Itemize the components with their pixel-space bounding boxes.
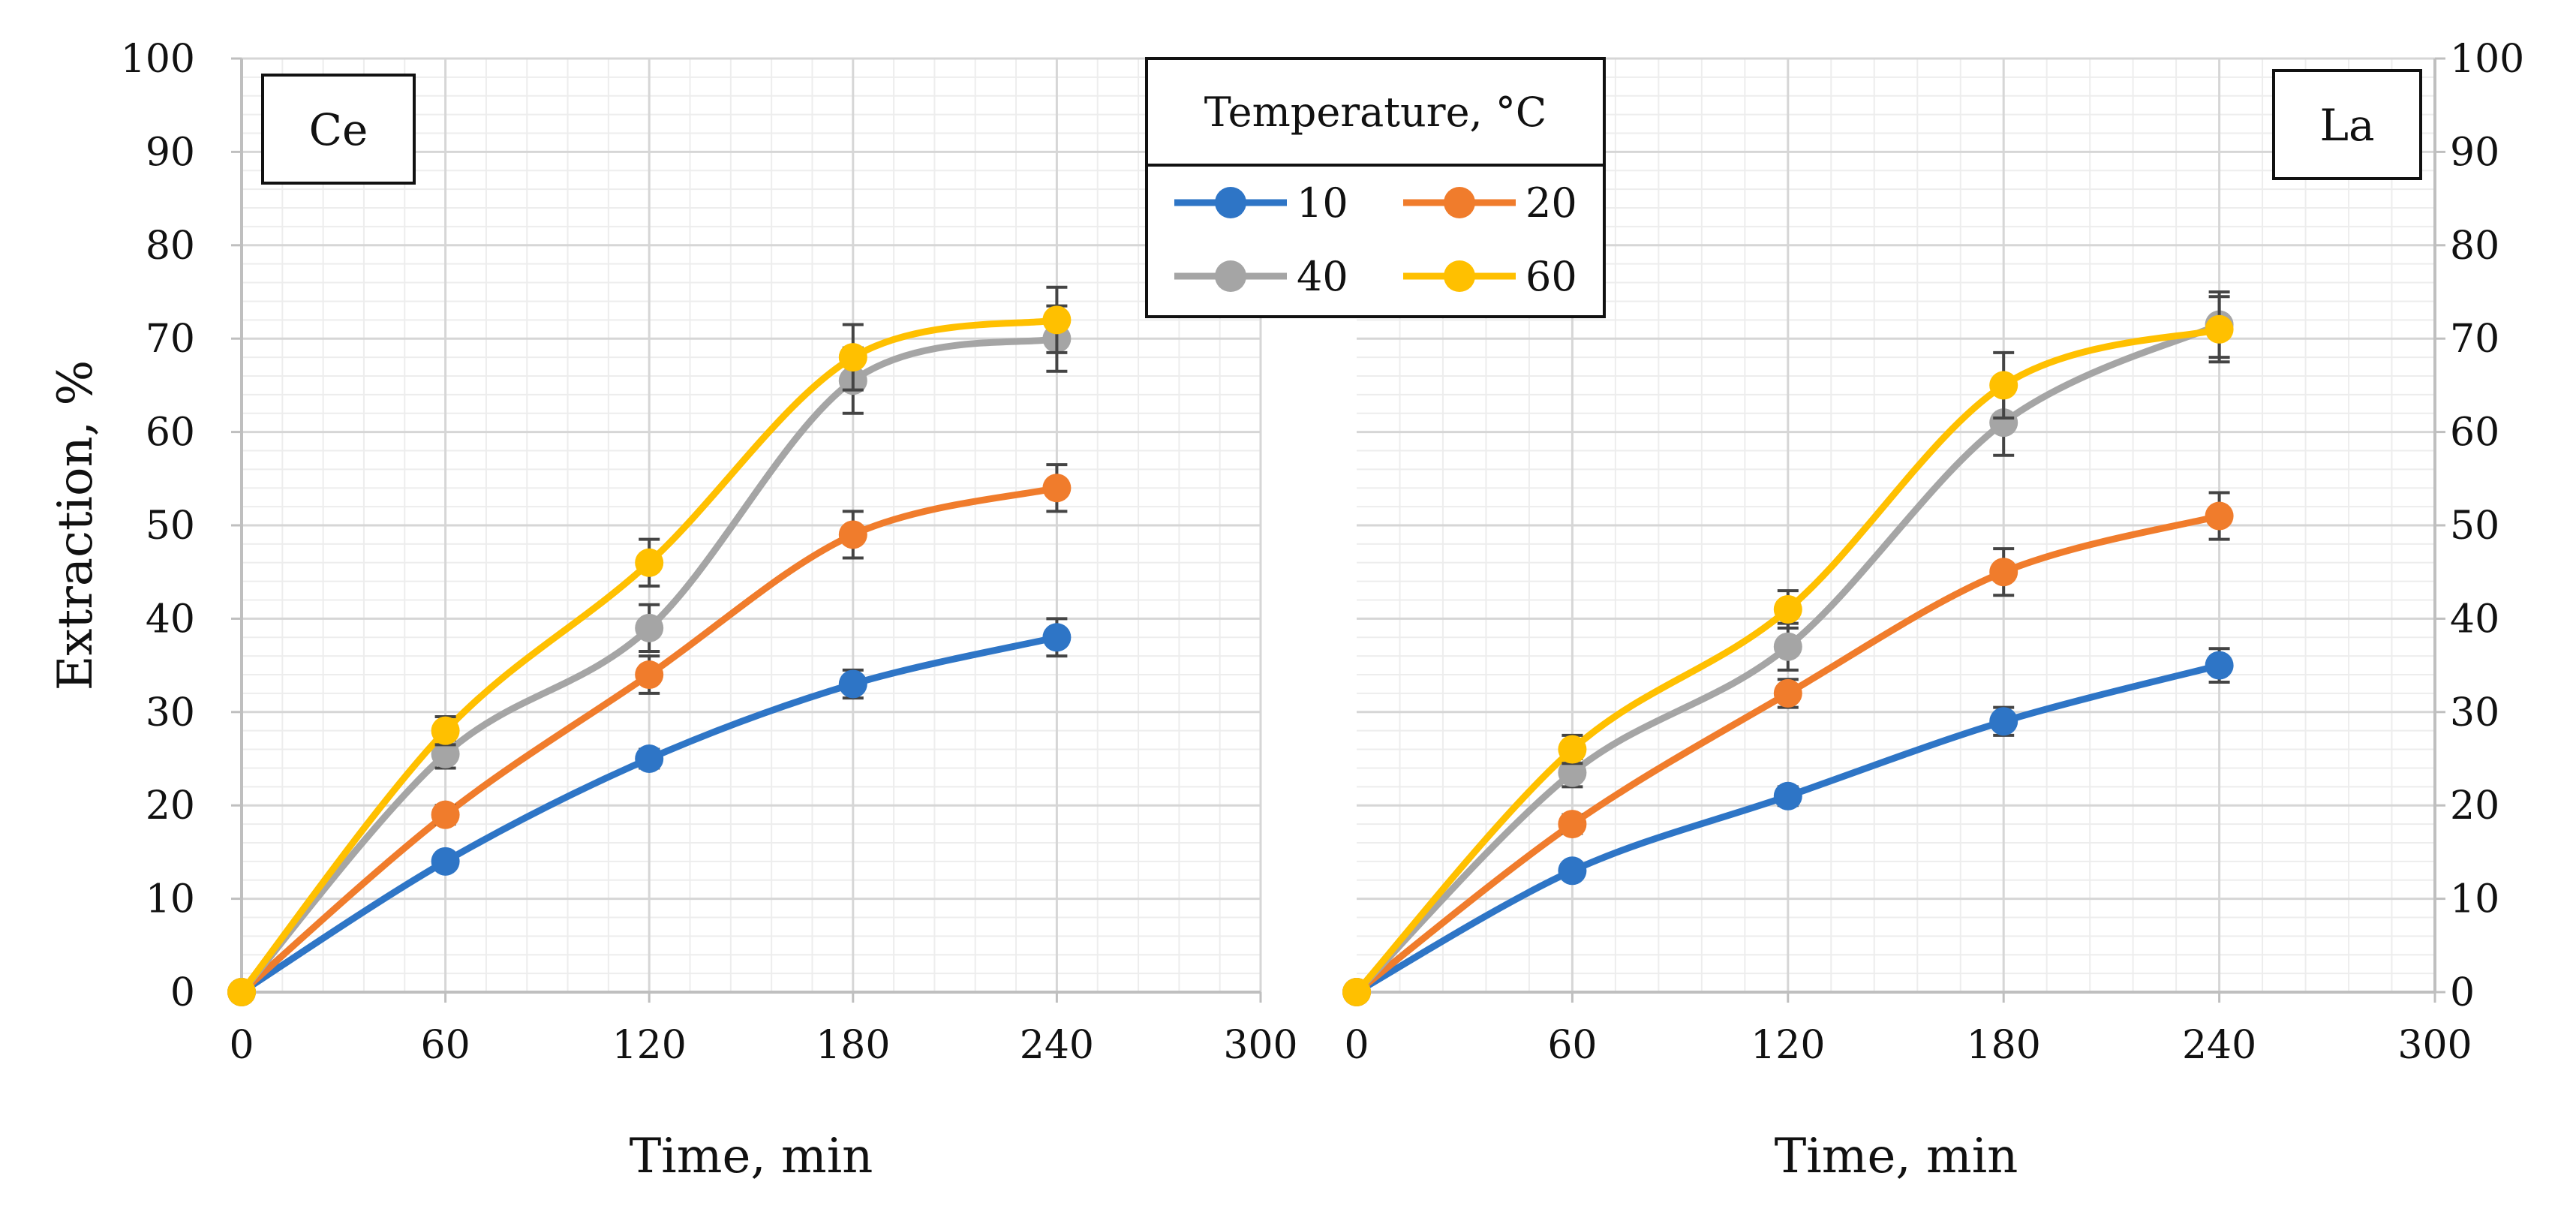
y-tick-label: 0 — [170, 970, 195, 1015]
legend-title-box — [1145, 57, 1606, 167]
data-point-10 — [635, 744, 664, 773]
legend-marker-40 — [1215, 260, 1246, 292]
legend-entry-20: 20 — [1403, 179, 1577, 227]
data-point-60 — [1042, 305, 1072, 335]
x-tick-label: 180 — [1967, 1023, 2041, 1068]
data-point-40 — [1989, 408, 2018, 438]
legend-marker-20 — [1444, 187, 1475, 218]
data-point-20 — [1042, 474, 1072, 503]
major-grid — [242, 57, 1262, 992]
y-tick-label: 20 — [2450, 783, 2499, 829]
data-point-60 — [1773, 594, 1802, 624]
x-tick-label: 60 — [1547, 1023, 1597, 1068]
data-point-60 — [2205, 314, 2234, 344]
y-tick-label: 10 — [146, 877, 195, 922]
x-tick-label: 240 — [1020, 1023, 1094, 1068]
legend-title: Temperature, °C — [1204, 89, 1547, 136]
y-tick-label: 40 — [2450, 597, 2499, 642]
data-point-60 — [431, 716, 460, 745]
y-tick-label: 80 — [2450, 224, 2499, 269]
y-tick-label: 30 — [146, 690, 195, 735]
legend-label-40: 40 — [1297, 253, 1348, 300]
x-tick-label: 120 — [612, 1023, 687, 1068]
y-tick-label: 40 — [146, 597, 195, 642]
data-point-10 — [2205, 651, 2234, 680]
y-tick-label: 10 — [2450, 877, 2499, 922]
x-tick-label: 0 — [1344, 1023, 1369, 1068]
y-axis-title: Extraction, % — [48, 360, 104, 691]
data-point-40 — [635, 613, 664, 642]
y-tick-label: 20 — [146, 783, 195, 829]
data-point-20 — [1558, 810, 1587, 839]
data-point-20 — [1773, 678, 1802, 708]
y-tick-label: 70 — [146, 317, 195, 362]
y-tick-label: 90 — [146, 130, 195, 175]
series-60 — [1342, 295, 2234, 1006]
legend-label-60: 60 — [1525, 253, 1577, 300]
y-tick-label: 50 — [146, 504, 195, 549]
data-point-60 — [838, 343, 867, 372]
legend-entry-10: 10 — [1174, 179, 1348, 227]
legend-entry-40: 40 — [1174, 253, 1348, 300]
data-point-40 — [1558, 758, 1587, 787]
data-point-10 — [431, 847, 460, 876]
data-point-10 — [838, 669, 867, 699]
legend-label-20: 20 — [1525, 179, 1577, 227]
x-tick-label: 0 — [229, 1023, 254, 1068]
legend-entry-60: 60 — [1403, 253, 1577, 300]
y-tick-label: 30 — [2450, 690, 2499, 735]
x-tick-label: 300 — [1223, 1023, 1297, 1068]
panel-label-la-text: La — [2319, 100, 2374, 151]
data-point-20 — [838, 520, 867, 549]
data-point-60 — [1558, 735, 1587, 764]
chart-panel-ce: 0 60 120 180 240 300 0 10 20 30 40 50 60 70 80 90 100 — [121, 37, 1298, 1068]
x-tick-label: 60 — [421, 1023, 470, 1068]
x-tick-label: 240 — [2182, 1023, 2256, 1068]
legend-marker-60 — [1444, 260, 1475, 292]
series-line-60 — [238, 316, 1060, 996]
series-20 — [227, 463, 1072, 1006]
panel-label-la: La — [2272, 69, 2422, 180]
y-tick-label: 50 — [2450, 504, 2499, 549]
series-60 — [227, 285, 1072, 1006]
panel-label-ce: Ce — [261, 74, 416, 185]
data-point-60 — [1989, 371, 2018, 400]
y-tick-label: 60 — [146, 411, 195, 456]
y-tick-label: 90 — [2450, 130, 2499, 175]
x-tick-label: 300 — [2397, 1023, 2472, 1068]
x-axis-title-ce: Time, min — [630, 1129, 873, 1184]
y-tick-label: 70 — [2450, 317, 2499, 362]
data-point-60 — [635, 548, 664, 577]
data-point-40 — [1773, 632, 1802, 661]
y-tick-label: 100 — [2450, 37, 2524, 82]
legend-label-10: 10 — [1297, 179, 1348, 227]
data-point-60 — [227, 978, 256, 1006]
x-tick-label: 120 — [1751, 1023, 1825, 1068]
x-axis-title-la: Time, min — [1775, 1129, 2018, 1184]
data-point-10 — [1989, 707, 2018, 736]
x-tick-label: 180 — [816, 1023, 890, 1068]
legend: Temperature, °C 10 20 40 60 — [1145, 57, 1606, 318]
data-point-20 — [431, 800, 460, 829]
y-tick-label: 100 — [121, 37, 195, 82]
data-point-40 — [431, 739, 460, 768]
panel-label-ce-text: Ce — [309, 104, 368, 155]
y-tick-label: 60 — [2450, 411, 2499, 456]
data-point-20 — [1989, 558, 2018, 587]
data-point-20 — [2205, 501, 2234, 531]
data-point-10 — [1042, 623, 1072, 652]
data-point-60 — [1342, 978, 1371, 1006]
legend-marker-10 — [1215, 187, 1246, 218]
data-point-10 — [1773, 781, 1802, 811]
data-point-20 — [635, 660, 664, 690]
data-point-10 — [1558, 856, 1587, 886]
y-tick-label: 80 — [146, 224, 195, 269]
chart-panel-la: 0 60 120 180 240 300 0 10 20 30 40 50 60 70 80 90 100 — [1342, 37, 2524, 1068]
y-tick-label: 0 — [2450, 970, 2475, 1015]
